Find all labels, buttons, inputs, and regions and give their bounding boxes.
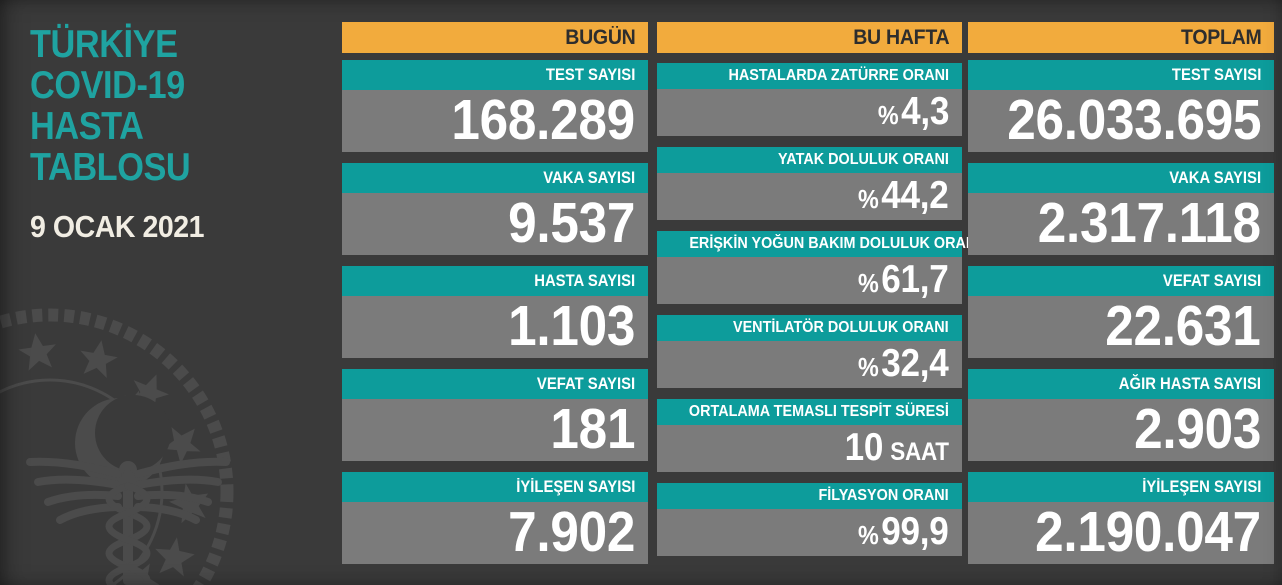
column-bu-hafta: BU HAFTA HASTALARDA ZATÜRRE ORANI %4,3 Y… [657,22,980,567]
stat-label: ERİŞKİN YOĞUN BAKIM DOLULUK ORANI [657,231,980,257]
stat-value: 4,3 [901,90,949,133]
stat-value-box: 2.903 [968,399,1274,461]
title-line-1: TÜRKİYE [30,23,178,66]
stat-value-box: 2.190.047 [968,502,1274,564]
stat-label: YATAK DOLULUK ORANI [657,147,962,173]
stat-value-box: 22.631 [968,296,1274,358]
stat-value: 168.289 [451,88,635,152]
stat-label: FİLYASYON ORANI [657,483,962,509]
stat-value-box: %61,7 [657,257,962,304]
stat-value: 1.103 [507,294,635,358]
stat-label: ORTALAMA TEMASLI TESPİT SÜRESİ [657,399,962,425]
column-header-bu-hafta: BU HAFTA [657,22,962,53]
stat-value: 32,4 [881,342,950,385]
column-header-toplam: TOPLAM [968,22,1274,53]
stat-row-hafta-temasli-tespit-suresi: ORTALAMA TEMASLI TESPİT SÜRESİ 10 SAAT [657,399,962,472]
percent-sign: % [858,520,880,550]
stat-row-bugun-test-sayisi: TEST SAYISI 168.289 [342,60,648,152]
stat-label: VEFAT SAYISI [342,369,648,399]
stat-label: İYİLEŞEN SAYISI [968,472,1274,502]
stat-label: VEFAT SAYISI [968,266,1274,296]
stat-value-box: 26.033.695 [968,90,1274,152]
stat-value-box: 2.317.118 [968,193,1274,255]
stat-value-box: 168.289 [342,90,648,152]
stat-value-box: %4,3 [657,89,962,136]
stat-row-toplam-test-sayisi: TEST SAYISI 26.033.695 [968,60,1274,152]
report-date: 9 OCAK 2021 [30,209,205,244]
stat-value: 9.537 [507,191,635,255]
column-header-bugun: BUGÜN [342,22,648,53]
stat-value: 44,2 [881,174,950,217]
stat-row-hafta-yogun-bakim-doluluk: ERİŞKİN YOĞUN BAKIM DOLULUK ORANI %61,7 [657,231,980,304]
page-title: TÜRKİYE COVID-19 HASTA TABLOSU [30,24,212,188]
stat-value: 61,7 [881,258,950,301]
column-header-label: BUGÜN [564,26,635,49]
percent-sign: % [858,184,880,214]
stat-value-box: %32,4 [657,341,962,388]
turkey-health-ministry-logo-icon [0,308,234,585]
column-toplam: TOPLAM TEST SAYISI 26.033.695 VAKA SAYIS… [968,22,1274,575]
title-line-2: COVID-19 [30,64,185,107]
stat-value: 26.033.695 [1006,88,1261,152]
stat-value-box: 181 [342,399,648,461]
stat-label: İYİLEŞEN SAYISI [342,472,648,502]
stat-value-box: 1.103 [342,296,648,358]
stat-row-hafta-ventilator-doluluk: VENTİLATÖR DOLULUK ORANI %32,4 [657,315,962,388]
percent-sign: % [877,100,899,130]
stat-row-toplam-vefat-sayisi: VEFAT SAYISI 22.631 [968,266,1274,358]
stat-value: 2.190.047 [1035,500,1261,564]
column-header-label: BU HAFTA [852,26,949,49]
stat-label: VENTİLATÖR DOLULUK ORANI [657,315,962,341]
stat-value: 22.631 [1105,294,1262,358]
stat-row-bugun-vaka-sayisi: VAKA SAYISI 9.537 [342,163,648,255]
stat-value-box: %44,2 [657,173,962,220]
percent-sign: % [858,268,880,298]
stat-row-hafta-yatak-doluluk: YATAK DOLULUK ORANI %44,2 [657,147,962,220]
stat-row-toplam-agir-hasta-sayisi: AĞIR HASTA SAYISI 2.903 [968,369,1274,461]
stat-value-box: 9.537 [342,193,648,255]
stat-value-box: %99,9 [657,509,962,556]
stat-row-hafta-zaturre-orani: HASTALARDA ZATÜRRE ORANI %4,3 [657,63,962,136]
stat-label: HASTALARDA ZATÜRRE ORANI [657,63,962,89]
title-line-4: TABLOSU [30,146,191,189]
stat-value: 2.903 [1133,397,1261,461]
column-header-label: TOPLAM [1180,26,1262,49]
stat-value: 99,9 [881,510,950,553]
stat-label: TEST SAYISI [342,60,648,90]
stat-value-box: 7.902 [342,502,648,564]
percent-sign: % [858,352,880,382]
stat-value: 7.902 [507,500,635,564]
stat-row-bugun-hasta-sayisi: HASTA SAYISI 1.103 [342,266,648,358]
stat-label: AĞIR HASTA SAYISI [968,369,1274,399]
stat-value-box: 10 SAAT [657,425,962,472]
unit-label: SAAT [890,438,950,466]
stat-label: TEST SAYISI [968,60,1274,90]
stat-row-bugun-vefat-sayisi: VEFAT SAYISI 181 [342,369,648,461]
stat-value: 2.317.118 [1038,191,1261,255]
stat-row-toplam-vaka-sayisi: VAKA SAYISI 2.317.118 [968,163,1274,255]
stat-value: 10 [844,426,884,469]
column-bugun: BUGÜN TEST SAYISI 168.289 VAKA SAYISI 9.… [342,22,648,575]
stat-label: VAKA SAYISI [968,163,1274,193]
stat-row-toplam-iyilesen-sayisi: İYİLEŞEN SAYISI 2.190.047 [968,472,1274,564]
stat-row-hafta-filyasyon-orani: FİLYASYON ORANI %99,9 [657,483,962,556]
stat-value: 181 [550,397,635,461]
title-line-3: HASTA [30,105,144,148]
stat-label: VAKA SAYISI [342,163,648,193]
stat-label: HASTA SAYISI [342,266,648,296]
stat-row-bugun-iyilesen-sayisi: İYİLEŞEN SAYISI 7.902 [342,472,648,564]
